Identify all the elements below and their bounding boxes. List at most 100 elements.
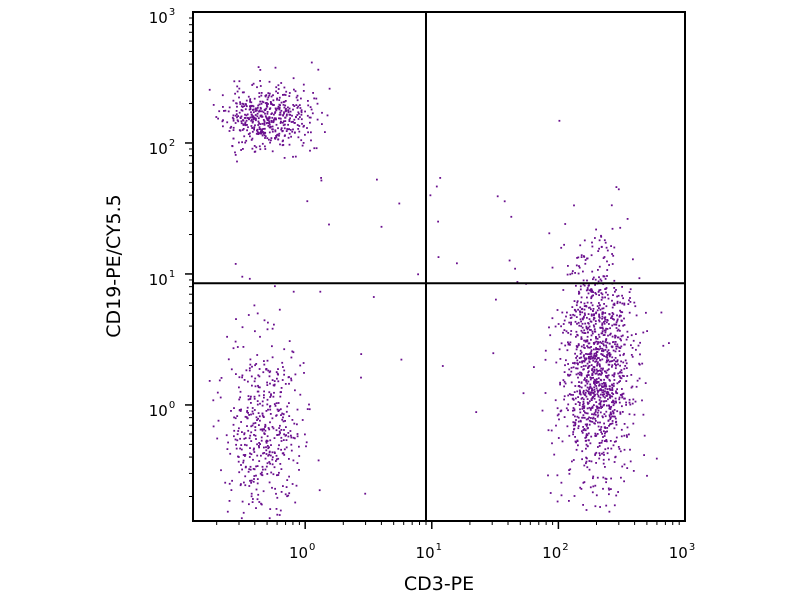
event-point [611,401,613,404]
event-point [278,427,281,429]
event-point [247,133,250,135]
event-point [586,398,589,400]
event-point [556,309,559,311]
event-point [607,487,610,490]
event-point [602,307,605,310]
event-point [595,352,598,354]
event-point [247,395,250,397]
event-point [595,494,598,497]
event-point [584,429,587,432]
event-point [253,304,256,307]
event-point [255,474,257,477]
event-point [575,316,578,318]
event-point [288,402,290,404]
event-point [257,493,260,496]
event-point [604,349,607,351]
event-point [280,109,283,112]
event-point [599,403,602,406]
event-point [560,494,563,497]
event-point [572,421,575,424]
event-point [583,308,586,311]
event-point [269,413,272,415]
event-point [575,348,578,351]
event-point [269,454,272,457]
event-point [614,397,617,400]
event-point [298,104,301,106]
event-point [263,360,265,362]
event-point [560,409,563,412]
event-point [616,410,619,413]
event-point [609,327,611,330]
event-point [278,96,281,99]
event-point [591,245,594,248]
event-point [581,458,583,461]
event-point [270,95,273,98]
event-point [285,110,288,112]
event-point [275,508,278,510]
event-point [594,357,596,360]
event-point [596,351,598,353]
event-point [256,403,259,406]
event-point [270,137,273,139]
event-point [589,352,592,355]
event-point [620,428,623,431]
event-point [275,86,278,89]
event-point [592,475,595,478]
event-point [278,99,281,101]
event-point [547,474,549,477]
event-point [586,353,589,356]
event-point [224,109,227,112]
event-point [606,359,608,362]
event-point [268,517,271,520]
event-point [569,273,572,276]
event-point [268,446,270,449]
event-point [272,121,275,124]
event-point [594,322,597,325]
event-point [248,118,250,120]
event-point [556,414,559,417]
event-point [626,436,628,438]
event-point [292,128,294,131]
event-point [583,332,586,334]
event-point [614,290,616,293]
event-point [609,353,612,356]
event-point [317,68,320,71]
event-point [580,325,583,328]
event-point [250,425,253,428]
event-point [307,131,309,134]
event-point [270,101,272,104]
event-point [429,194,432,197]
event-point [586,316,588,319]
event-point [275,492,277,495]
event-point [255,132,258,135]
event-point [620,476,622,479]
event-point [228,482,231,485]
event-point [598,383,601,386]
event-point [600,234,602,237]
event-point [586,401,589,404]
event-point [592,276,595,279]
event-point [579,402,581,404]
event-point [276,107,279,110]
event-point [285,107,287,110]
event-point [575,345,578,347]
event-point [261,400,264,403]
event-point [582,389,585,392]
event-point [251,147,254,150]
event-point [583,329,586,332]
event-point [603,454,605,456]
event-point [282,124,285,127]
event-point [580,308,583,311]
event-point [541,409,544,412]
event-point [264,426,266,428]
event-point [522,392,525,395]
event-point [588,439,590,442]
event-point [277,457,280,460]
event-point [296,94,299,97]
event-point [287,494,290,497]
event-point [608,313,611,315]
event-point [623,448,626,451]
event-point [591,405,594,408]
event-point [228,106,231,109]
event-point [609,333,611,336]
